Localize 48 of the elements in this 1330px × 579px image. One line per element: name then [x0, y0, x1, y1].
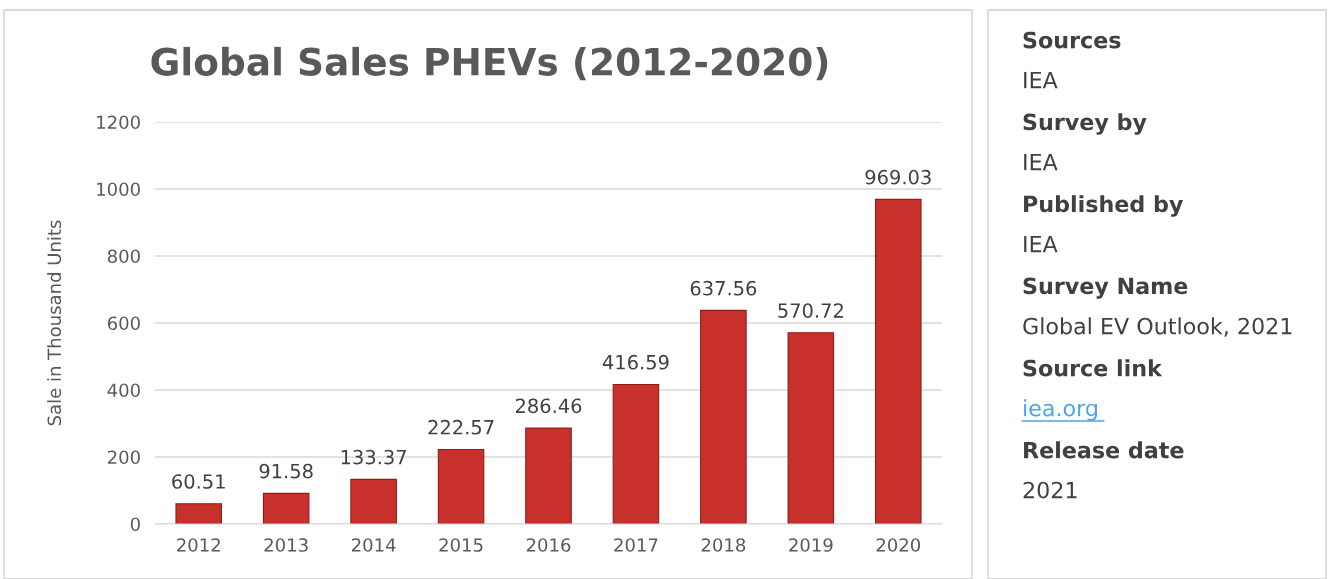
data-label: 91.58: [259, 463, 313, 479]
x-tick-label: 2015: [439, 538, 483, 552]
data-label: 133.37: [341, 449, 406, 465]
y-tick-label: 0: [130, 517, 140, 532]
x-tick-label: 2020: [876, 538, 921, 552]
data-label: 416.59: [602, 354, 669, 370]
chart-title: Global Sales PHEVs (2012-2020): [151, 46, 828, 81]
text: iea.org: [1024, 399, 1097, 421]
bar: [525, 427, 572, 524]
text: IEA: [1024, 71, 1058, 89]
text: 2021: [1023, 481, 1077, 499]
text: Survey Name: [1023, 277, 1188, 299]
data-label: 222.57: [428, 419, 494, 435]
text: Release date: [1024, 441, 1184, 459]
x-tick-label: 2012: [177, 538, 220, 552]
bar: [262, 492, 310, 524]
text: Published by: [1024, 195, 1183, 217]
y-axis-title: Sale in Thousand Units: [47, 220, 62, 426]
y-tick-label: 600: [107, 316, 140, 331]
data-label: 60.51: [172, 474, 225, 489]
bar: [437, 448, 485, 524]
bar: [350, 478, 397, 524]
x-tick-label: 2016: [526, 538, 571, 552]
text: Sources: [1023, 31, 1121, 49]
bar: [175, 503, 223, 524]
bar: [787, 332, 835, 524]
data-label: 286.46: [515, 398, 582, 414]
x-tick-label: 2013: [264, 538, 308, 552]
text: Global EV Outlook, 2021: [1023, 317, 1292, 337]
y-tick-label: 800: [107, 249, 140, 264]
y-tick-label: 200: [107, 450, 140, 465]
x-tick-label: 2018: [701, 538, 746, 552]
x-tick-label: 2019: [789, 538, 833, 552]
y-tick-label: 1200: [97, 115, 140, 130]
bar: [612, 383, 660, 524]
text: IEA: [1024, 235, 1058, 253]
bar: [874, 198, 922, 524]
y-tick-label: 400: [107, 383, 140, 398]
data-label: 969.03: [865, 169, 931, 185]
data-label: 570.72: [778, 303, 843, 318]
source-note: Source link: [1023, 359, 1163, 377]
bar: [700, 309, 747, 524]
y-tick-label: 1000: [97, 182, 140, 197]
x-tick-label: 2014: [351, 538, 396, 552]
x-tick-label: 2017: [614, 538, 658, 552]
text: IEA: [1024, 153, 1058, 171]
text: Survey by: [1023, 113, 1147, 135]
data-label: 637.56: [690, 280, 757, 296]
